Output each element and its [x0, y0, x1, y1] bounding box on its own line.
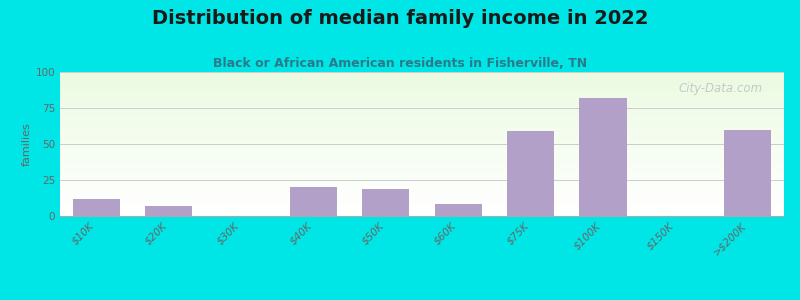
- Bar: [60, 184, 784, 187]
- Bar: [60, 72, 784, 75]
- Bar: [362, 189, 410, 216]
- Bar: [579, 98, 626, 216]
- Bar: [724, 130, 771, 216]
- Bar: [60, 112, 784, 115]
- Bar: [60, 106, 784, 110]
- Bar: [290, 187, 337, 216]
- Bar: [60, 187, 784, 190]
- Bar: [60, 98, 784, 101]
- Bar: [73, 199, 120, 216]
- Bar: [60, 158, 784, 161]
- Bar: [60, 115, 784, 118]
- Bar: [60, 161, 784, 164]
- Bar: [290, 187, 337, 216]
- Bar: [60, 110, 784, 112]
- Bar: [60, 190, 784, 193]
- Bar: [60, 205, 784, 207]
- Bar: [579, 98, 626, 216]
- Bar: [60, 155, 784, 158]
- Text: Distribution of median family income in 2022: Distribution of median family income in …: [152, 9, 648, 28]
- Bar: [60, 130, 784, 133]
- Bar: [60, 178, 784, 182]
- Bar: [724, 130, 771, 216]
- Bar: [60, 86, 784, 89]
- Bar: [60, 153, 784, 155]
- Bar: [60, 182, 784, 184]
- Bar: [145, 206, 192, 216]
- Bar: [60, 78, 784, 81]
- Bar: [60, 173, 784, 176]
- Text: Black or African American residents in Fisherville, TN: Black or African American residents in F…: [213, 57, 587, 70]
- Bar: [60, 213, 784, 216]
- Bar: [60, 127, 784, 130]
- Bar: [60, 124, 784, 127]
- Bar: [60, 176, 784, 178]
- Bar: [60, 133, 784, 135]
- Bar: [60, 193, 784, 196]
- Bar: [60, 164, 784, 167]
- Bar: [60, 104, 784, 106]
- Bar: [60, 147, 784, 150]
- Bar: [434, 205, 482, 216]
- Bar: [60, 81, 784, 83]
- Bar: [60, 138, 784, 141]
- Bar: [507, 131, 554, 216]
- Bar: [60, 167, 784, 170]
- Bar: [60, 135, 784, 138]
- Bar: [60, 89, 784, 92]
- Text: City-Data.com: City-Data.com: [678, 82, 762, 95]
- Bar: [60, 207, 784, 210]
- Bar: [60, 150, 784, 153]
- Y-axis label: families: families: [22, 122, 31, 166]
- Bar: [145, 206, 192, 216]
- Bar: [60, 92, 784, 95]
- Bar: [60, 75, 784, 78]
- Bar: [434, 205, 482, 216]
- Bar: [73, 199, 120, 216]
- Bar: [507, 131, 554, 216]
- Bar: [60, 141, 784, 144]
- Bar: [60, 121, 784, 124]
- Bar: [60, 210, 784, 213]
- Bar: [60, 196, 784, 199]
- Bar: [60, 95, 784, 98]
- Bar: [60, 170, 784, 173]
- Bar: [60, 144, 784, 147]
- Bar: [60, 118, 784, 121]
- Bar: [60, 199, 784, 202]
- Bar: [60, 202, 784, 205]
- Bar: [60, 101, 784, 104]
- Bar: [362, 189, 410, 216]
- Bar: [60, 83, 784, 86]
